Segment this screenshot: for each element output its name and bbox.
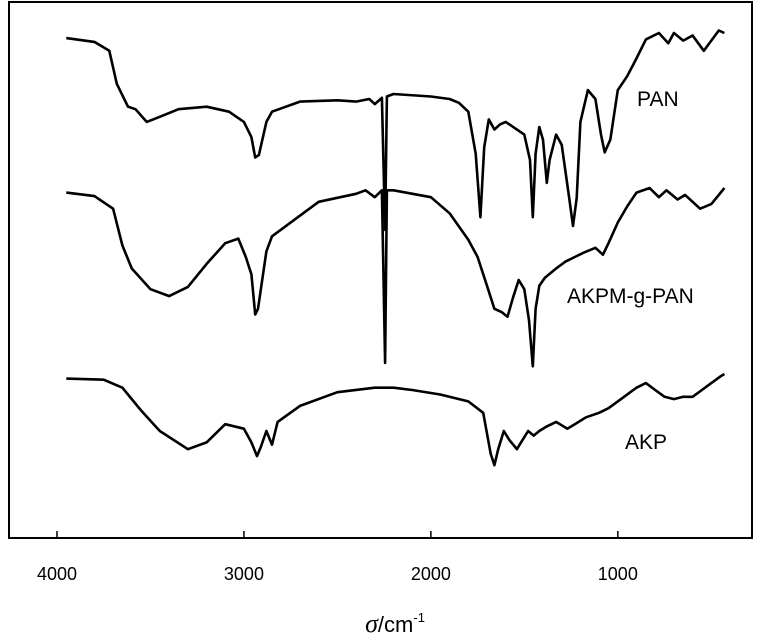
x-axis-unit: /cm xyxy=(378,612,413,637)
x-tick-label: 4000 xyxy=(37,564,77,584)
series-label-akpm-g-pan: AKPM-g-PAN xyxy=(567,285,694,308)
x-tick-label: 1000 xyxy=(598,564,638,584)
series-labels: PAN AKPM-g-PAN AKP xyxy=(567,88,694,454)
plot-frame xyxy=(8,1,753,539)
x-axis-ticks: 4000 3000 2000 1000 xyxy=(37,531,638,584)
spectra-traces xyxy=(66,29,726,467)
series-line-pan xyxy=(66,29,725,232)
x-tick-label: 3000 xyxy=(224,564,264,584)
series-line-akpm-g-pan xyxy=(66,186,726,368)
x-axis-exponent: -1 xyxy=(413,610,425,625)
x-axis-title: σ/cm-1 xyxy=(365,609,425,638)
series-label-akp: AKP xyxy=(625,431,667,454)
series-label-pan: PAN xyxy=(637,88,679,111)
x-axis-symbol: σ xyxy=(365,609,379,638)
x-tick-label: 2000 xyxy=(411,564,451,584)
series-line-akp xyxy=(66,372,726,467)
